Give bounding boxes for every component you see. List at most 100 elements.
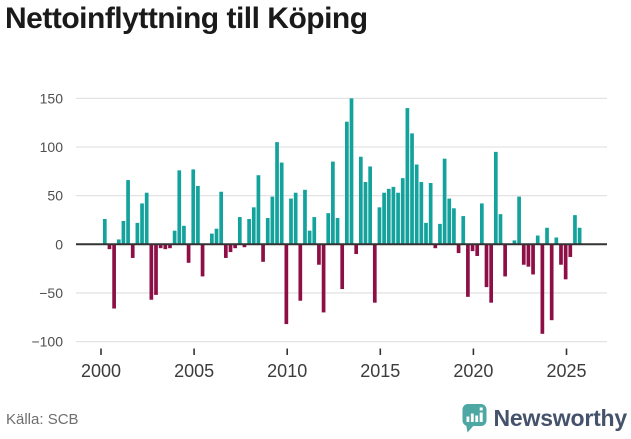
bar bbox=[116, 239, 121, 245]
bar bbox=[554, 237, 559, 245]
bar bbox=[251, 207, 256, 245]
bar bbox=[470, 244, 475, 252]
bar bbox=[275, 142, 279, 245]
bar bbox=[256, 175, 261, 245]
bar bbox=[233, 244, 237, 249]
bar bbox=[298, 244, 303, 301]
bar bbox=[391, 186, 396, 245]
bar bbox=[438, 223, 442, 245]
brand-name: Newsworthy bbox=[493, 404, 628, 431]
bar bbox=[307, 230, 312, 245]
bar bbox=[363, 182, 368, 245]
bar bbox=[577, 227, 582, 245]
bar bbox=[540, 244, 545, 334]
bar bbox=[247, 219, 251, 245]
bar bbox=[312, 217, 317, 245]
x-tick-label: 2015 bbox=[360, 361, 400, 381]
x-tick-label: 2020 bbox=[453, 361, 493, 381]
bar bbox=[177, 170, 182, 245]
bar bbox=[326, 213, 331, 245]
bar bbox=[172, 230, 177, 245]
bar bbox=[228, 244, 233, 253]
x-tick-label: 2010 bbox=[267, 361, 307, 381]
bar bbox=[549, 244, 554, 321]
bar bbox=[559, 244, 563, 265]
bar bbox=[419, 182, 424, 245]
bar bbox=[442, 158, 447, 245]
bar bbox=[265, 218, 270, 245]
bar bbox=[414, 164, 419, 245]
bar bbox=[126, 180, 130, 245]
bar bbox=[158, 244, 163, 249]
y-tick-label: −50 bbox=[39, 285, 63, 301]
bar bbox=[489, 244, 494, 303]
bar bbox=[512, 240, 517, 245]
bar bbox=[345, 121, 349, 245]
bar bbox=[186, 244, 191, 263]
bar bbox=[289, 198, 293, 245]
bar bbox=[484, 244, 489, 288]
bar bbox=[237, 217, 242, 245]
x-tick-label: 2025 bbox=[546, 361, 586, 381]
bar bbox=[130, 244, 135, 258]
bar bbox=[498, 214, 503, 245]
bar bbox=[196, 185, 200, 245]
bar bbox=[573, 215, 577, 245]
bar bbox=[191, 169, 196, 245]
bar bbox=[368, 166, 372, 245]
bar bbox=[433, 244, 438, 249]
bar bbox=[284, 244, 289, 325]
bar bbox=[466, 244, 470, 297]
bar bbox=[149, 244, 154, 300]
bar bbox=[521, 244, 526, 265]
x-tick-label: 2005 bbox=[174, 361, 214, 381]
bar bbox=[144, 192, 149, 245]
bar bbox=[531, 244, 535, 275]
bar bbox=[210, 233, 214, 245]
bar bbox=[140, 203, 144, 245]
bar bbox=[503, 244, 507, 277]
bar bbox=[303, 189, 307, 245]
bar bbox=[321, 244, 326, 313]
bar bbox=[279, 162, 284, 245]
bar bbox=[480, 203, 484, 245]
bar bbox=[121, 220, 126, 245]
source-label: Källa: SCB bbox=[6, 411, 79, 428]
bar bbox=[242, 244, 247, 248]
bar bbox=[382, 192, 386, 245]
chart-title: Nettoinflyttning till Köping bbox=[5, 2, 368, 35]
bar bbox=[405, 108, 410, 245]
bar bbox=[354, 244, 359, 255]
bar bbox=[428, 183, 433, 245]
bar bbox=[456, 244, 461, 254]
bar bbox=[372, 244, 377, 303]
bar bbox=[400, 178, 405, 245]
bar bbox=[317, 244, 321, 265]
bar bbox=[452, 208, 456, 245]
bar bbox=[545, 227, 549, 245]
bar bbox=[293, 192, 298, 245]
bar bbox=[270, 196, 275, 245]
bar bbox=[135, 222, 140, 245]
bar bbox=[223, 244, 228, 258]
bar bbox=[340, 244, 345, 290]
bar bbox=[102, 219, 107, 245]
newsworthy-logo-icon bbox=[462, 404, 487, 433]
bar bbox=[396, 192, 400, 245]
bar bbox=[475, 244, 480, 256]
bar bbox=[112, 244, 116, 309]
bar bbox=[568, 244, 573, 257]
x-tick-label: 2000 bbox=[81, 361, 121, 381]
bar bbox=[261, 244, 265, 262]
bar bbox=[349, 98, 354, 245]
bar bbox=[517, 196, 521, 245]
bar bbox=[447, 198, 452, 245]
bar bbox=[154, 244, 158, 295]
bar bbox=[331, 161, 335, 245]
y-tick-label: 100 bbox=[40, 139, 64, 155]
bar bbox=[535, 235, 540, 245]
newsworthy-brand: Newsworthy bbox=[462, 402, 627, 434]
bar bbox=[563, 244, 568, 280]
bar bbox=[410, 133, 414, 245]
